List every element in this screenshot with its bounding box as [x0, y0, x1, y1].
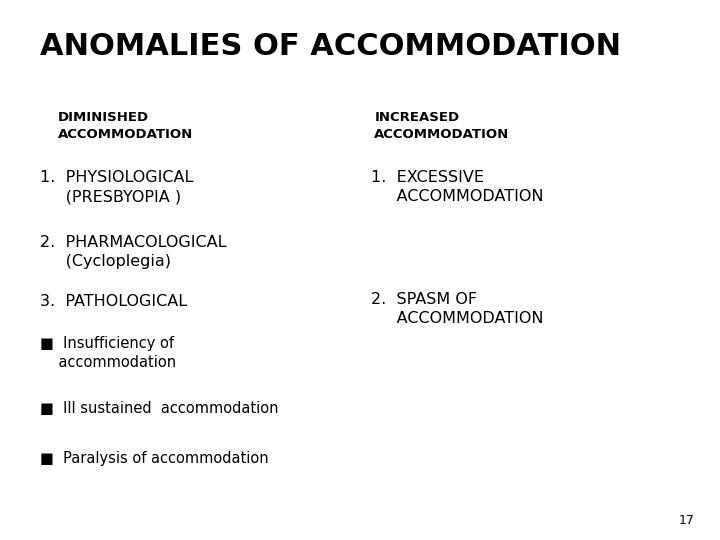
- Text: 3.  PATHOLOGICAL: 3. PATHOLOGICAL: [40, 294, 186, 309]
- Text: INCREASED
ACCOMMODATION: INCREASED ACCOMMODATION: [374, 111, 510, 141]
- Text: DIMINISHED
ACCOMMODATION: DIMINISHED ACCOMMODATION: [58, 111, 193, 141]
- Text: ■  Ill sustained  accommodation: ■ Ill sustained accommodation: [40, 401, 278, 416]
- Text: ■  Paralysis of accommodation: ■ Paralysis of accommodation: [40, 451, 269, 466]
- Text: 1.  PHYSIOLOGICAL
     (PRESBYOPIA ): 1. PHYSIOLOGICAL (PRESBYOPIA ): [40, 170, 193, 204]
- Text: 1.  EXCESSIVE
     ACCOMMODATION: 1. EXCESSIVE ACCOMMODATION: [371, 170, 544, 204]
- Text: 17: 17: [679, 514, 695, 526]
- Text: ■  Insufficiency of
    accommodation: ■ Insufficiency of accommodation: [40, 336, 176, 370]
- Text: 2.  PHARMACOLOGICAL
     (Cycloplegia): 2. PHARMACOLOGICAL (Cycloplegia): [40, 235, 226, 269]
- Text: ANOMALIES OF ACCOMMODATION: ANOMALIES OF ACCOMMODATION: [40, 32, 621, 62]
- Text: 2.  SPASM OF
     ACCOMMODATION: 2. SPASM OF ACCOMMODATION: [371, 292, 544, 326]
